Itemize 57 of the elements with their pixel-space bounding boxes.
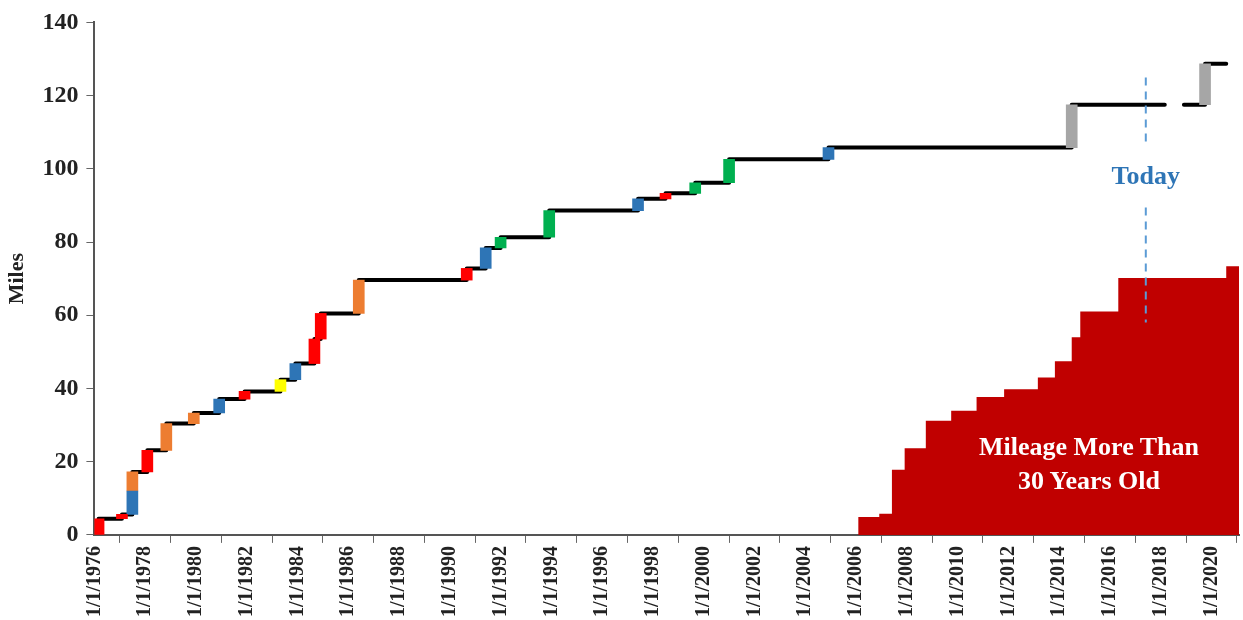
bar	[213, 398, 226, 414]
bar	[494, 236, 507, 249]
y-tick-label: 20	[54, 446, 79, 473]
bar	[822, 147, 835, 160]
x-tick-label: 1/1/2002	[741, 545, 764, 618]
bar	[289, 363, 302, 381]
x-tick-label: 1/1/1978	[132, 545, 155, 618]
bar	[1199, 63, 1211, 106]
x-tick-label: 1/1/1976	[81, 545, 104, 618]
bar	[659, 193, 672, 200]
x-tick-label: 1/1/1980	[183, 545, 206, 618]
annotation: Mileage More Than 30 Years Old	[978, 431, 1200, 495]
x-tick-label: 1/1/1982	[233, 545, 256, 618]
bar	[126, 490, 139, 515]
bar	[460, 268, 473, 281]
x-tick-label: 1/1/1984	[284, 545, 307, 618]
x-tick-label: 1/1/1996	[589, 545, 612, 618]
y-tick-label: 40	[54, 373, 79, 400]
x-tick-label: 1/1/2000	[690, 545, 713, 618]
y-tick-label: 140	[42, 7, 79, 34]
x-tick-label: 1/1/2018	[1147, 545, 1170, 618]
bar	[723, 158, 735, 184]
bar	[274, 379, 287, 392]
bar	[187, 412, 200, 424]
y-tick-label: 0	[66, 520, 79, 547]
y-tick-label: 80	[54, 227, 79, 254]
x-tick-label: 1/1/2010	[944, 545, 967, 618]
x-tick-label: 1/1/1992	[487, 545, 510, 618]
y-axis-title: Miles	[2, 252, 28, 305]
bar	[141, 450, 154, 473]
bar	[116, 514, 128, 520]
bar	[543, 210, 556, 238]
x-tick-label: 1/1/2014	[1046, 545, 1069, 618]
bar	[632, 198, 644, 211]
bar	[126, 471, 139, 492]
y-tick-label: 100	[42, 154, 79, 181]
x-tick-label: 1/1/1994	[538, 545, 561, 618]
y-tick-label: 120	[42, 80, 79, 107]
x-tick-label: 1/1/1986	[335, 545, 358, 618]
x-tick-label: 1/1/1998	[640, 545, 663, 618]
bar	[94, 518, 105, 535]
x-tick-label: 1/1/2012	[995, 545, 1018, 618]
bar	[352, 279, 365, 314]
x-tick-label: 1/1/1988	[386, 545, 409, 618]
bar	[479, 247, 492, 269]
bar	[1065, 104, 1078, 148]
bar	[238, 391, 251, 400]
x-tick-label: 1/1/1990	[437, 545, 459, 618]
bar	[160, 423, 173, 451]
x-tick-label: 1/1/2008	[893, 545, 916, 618]
x-tick-label: 1/1/2016	[1097, 545, 1120, 618]
x-tick-label: 1/1/2020	[1198, 545, 1221, 618]
bar	[689, 182, 702, 194]
ref-line-label: Today	[1111, 161, 1181, 191]
x-tick-label: 1/1/2006	[843, 545, 866, 618]
y-tick-label: 60	[54, 300, 79, 327]
x-tick-label: 1/1/2004	[792, 545, 815, 618]
